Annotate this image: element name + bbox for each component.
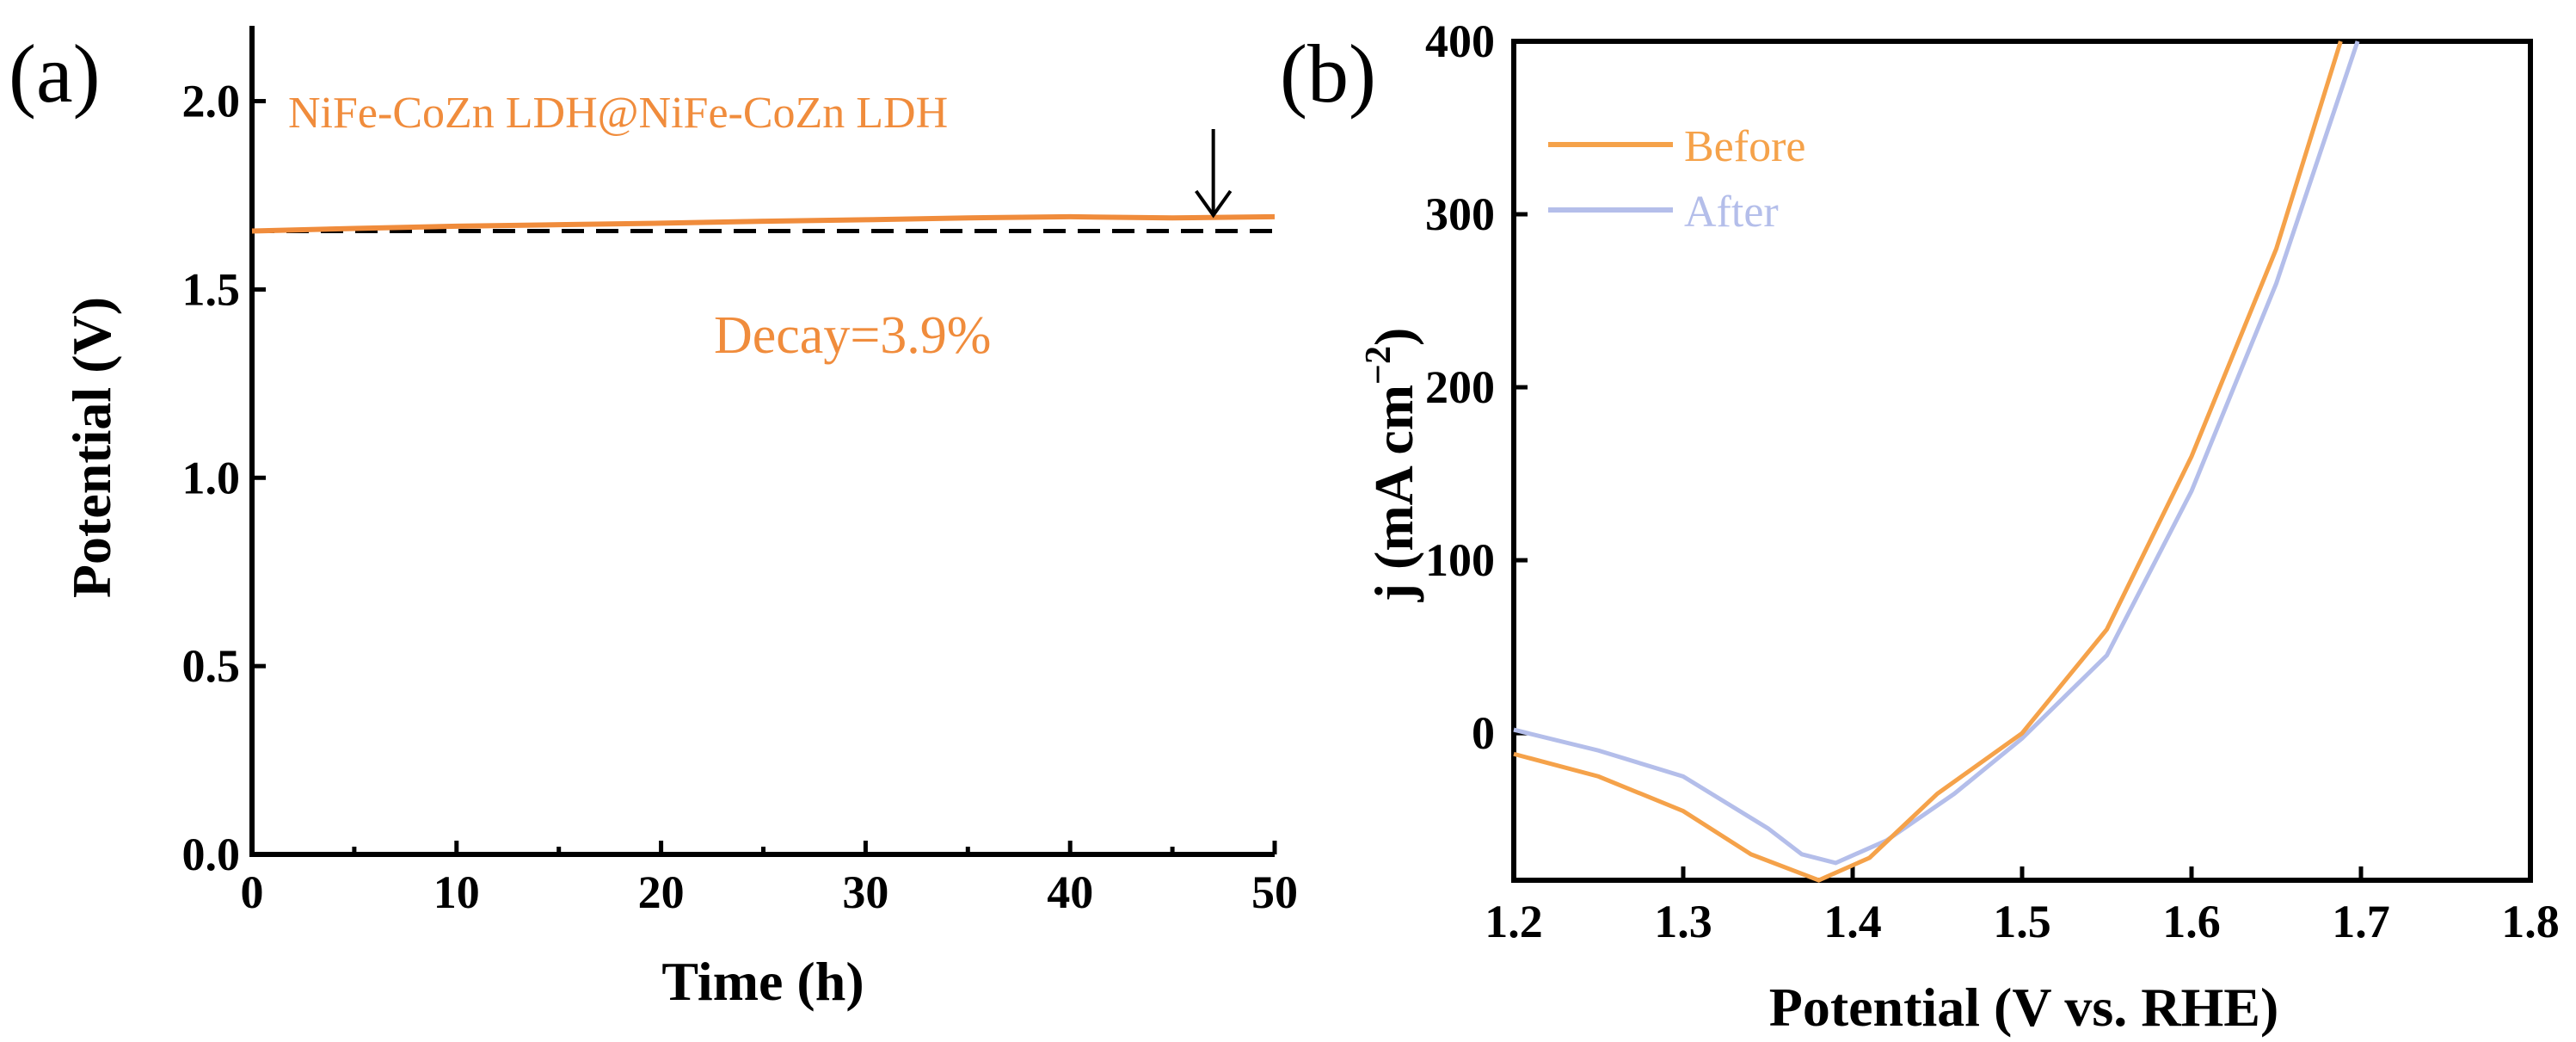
x-tick-label: 1.5 — [1993, 896, 2051, 947]
legend-label-after: After — [1684, 188, 1779, 237]
panel-b-frame — [1511, 39, 2533, 883]
panel-a-x-axis-title: Time (h) — [661, 951, 864, 1012]
y-tick-label: 300 — [1425, 188, 1495, 240]
panel-a-y-axis-title: Potential (V) — [61, 297, 122, 598]
x-tick-label: 1.8 — [2501, 896, 2560, 947]
chart-panel-a: (a) 0 10 20 30 40 50 0.0 0.5 1.0 1.5 2.0 NiFe-CoZ… — [9, 26, 1298, 1012]
y-tick-label: 400 — [1425, 15, 1495, 67]
series-line-after — [1513, 40, 2360, 866]
legend-label-before: Before — [1684, 122, 1805, 171]
panel-a-x-ticks: 0 10 20 30 40 50 — [241, 841, 1298, 918]
panel-a-y-ticks: 0.0 0.5 1.0 1.5 2.0 — [182, 76, 266, 880]
y-tick-label: 1.0 — [182, 452, 241, 503]
panel-b-y-ticks: 0 100 200 300 400 — [1425, 15, 1528, 759]
x-tick-label: 1.3 — [1654, 896, 1712, 947]
y-tick-label: 100 — [1425, 534, 1495, 586]
panel-b-y-axis-title: j (mA cm−2) — [1359, 328, 1424, 603]
y-tick-label: 2.0 — [182, 76, 241, 127]
x-tick-label: 1.2 — [1485, 896, 1543, 947]
series-line-stability — [251, 213, 1276, 234]
y-tick-label: 1.5 — [182, 263, 241, 315]
chart-panel-b: (b) 1.2 1.3 1.4 1.5 1.6 1.7 1.8 0100200300400 … — [1280, 15, 2560, 1038]
panel-b-x-axis-title: Potential (V vs. RHE) — [1769, 977, 2279, 1038]
decay-annotation: Decay=3.9% — [714, 306, 991, 365]
x-tick-label: 1.6 — [2162, 896, 2221, 947]
x-tick-label: 40 — [1047, 866, 1093, 918]
legend: Before After — [1548, 122, 1805, 237]
panel-label-b: (b) — [1280, 28, 1376, 120]
x-tick-label: 0 — [241, 866, 264, 918]
x-tick-label: 1.4 — [1823, 896, 1882, 947]
y-tick-label: 200 — [1425, 361, 1495, 413]
series-label-nife-cozn: NiFe-CoZn LDH@NiFe-CoZn LDH — [288, 89, 948, 138]
y-tick-label: 0.5 — [182, 640, 241, 692]
series-line-before — [1513, 40, 2343, 883]
x-tick-label: 1.7 — [2332, 896, 2390, 947]
x-tick-label: 30 — [842, 866, 888, 918]
y-tick-label: 0.0 — [182, 829, 241, 880]
x-tick-label: 10 — [433, 866, 480, 918]
panel-label-a: (a) — [9, 28, 101, 120]
panel-b-x-ticks: 1.2 1.3 1.4 1.5 1.6 1.7 1.8 — [1485, 866, 2560, 947]
x-tick-label: 20 — [638, 866, 685, 918]
y-tick-label: 0 — [1472, 707, 1495, 759]
x-tick-label: 50 — [1251, 866, 1298, 918]
panel-a-axes — [249, 26, 1275, 857]
down-arrow-icon — [1195, 129, 1233, 219]
